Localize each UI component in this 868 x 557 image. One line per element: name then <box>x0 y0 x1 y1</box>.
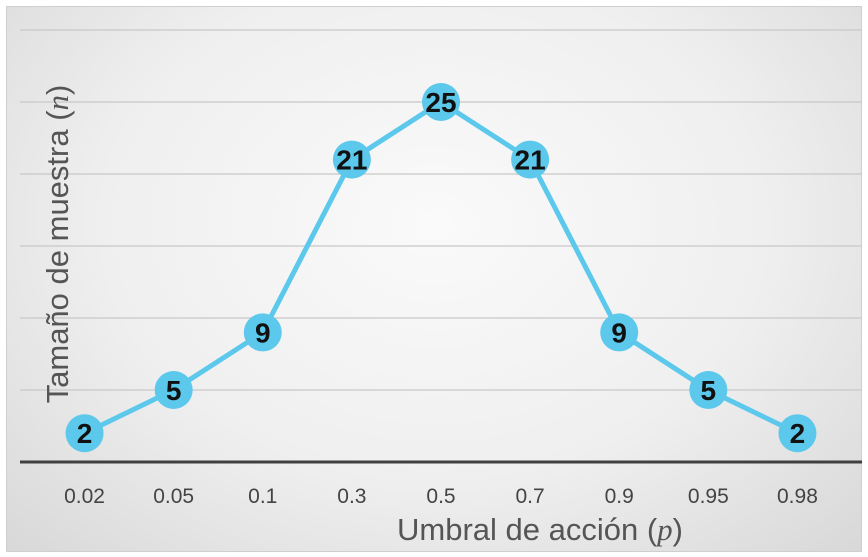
x-axis-title-text: Umbral de acción <box>397 512 647 547</box>
x-tick-label: 0.7 <box>516 485 545 508</box>
x-tick-label: 0.98 <box>777 485 818 508</box>
x-tick-label: 0.02 <box>64 485 105 508</box>
data-point-marker <box>332 140 371 179</box>
data-label: 2 <box>790 418 806 449</box>
data-label: 21 <box>336 145 367 176</box>
x-tick-label: 0.05 <box>153 485 194 508</box>
data-label: 25 <box>425 87 456 118</box>
data-label: 9 <box>255 317 271 348</box>
data-point-marker <box>243 313 282 352</box>
data-point-marker <box>65 414 104 453</box>
x-axis-title-paren-open: ( <box>647 512 658 547</box>
data-label: 5 <box>701 375 717 406</box>
data-point-marker <box>600 313 639 352</box>
x-tick-label: 0.3 <box>337 485 366 508</box>
y-axis-title-var: n <box>40 95 75 111</box>
y-axis-title: Tamaño de muestra (n) <box>40 85 75 404</box>
data-point-marker <box>778 414 817 453</box>
data-point-marker <box>511 140 550 179</box>
x-tick-label: 0.95 <box>688 485 729 508</box>
data-point-marker <box>689 371 728 409</box>
data-label: 21 <box>515 145 546 176</box>
x-axis-title-var: p <box>655 512 673 547</box>
data-point-marker <box>422 83 460 121</box>
x-tick-label: 0.9 <box>605 485 634 508</box>
x-tick-label: 0.1 <box>248 485 277 508</box>
data-label: 2 <box>77 418 93 449</box>
y-axis-title-paren-close: ) <box>40 85 75 95</box>
data-point-marker <box>154 371 193 409</box>
x-tick-label: 0.5 <box>426 485 455 508</box>
y-axis-title-paren-open: ( <box>40 110 75 121</box>
data-label: 9 <box>611 317 627 348</box>
data-label: 5 <box>166 375 182 406</box>
x-tick-labels: 0.02 0.05 0.1 0.3 0.5 0.7 0.9 0.95 0.98 <box>64 485 818 508</box>
y-axis-title-text: Tamaño de muestra <box>40 121 75 404</box>
x-axis-title-paren-close: ) <box>673 512 683 547</box>
x-axis-title: Umbral de acción (p) <box>397 512 683 547</box>
